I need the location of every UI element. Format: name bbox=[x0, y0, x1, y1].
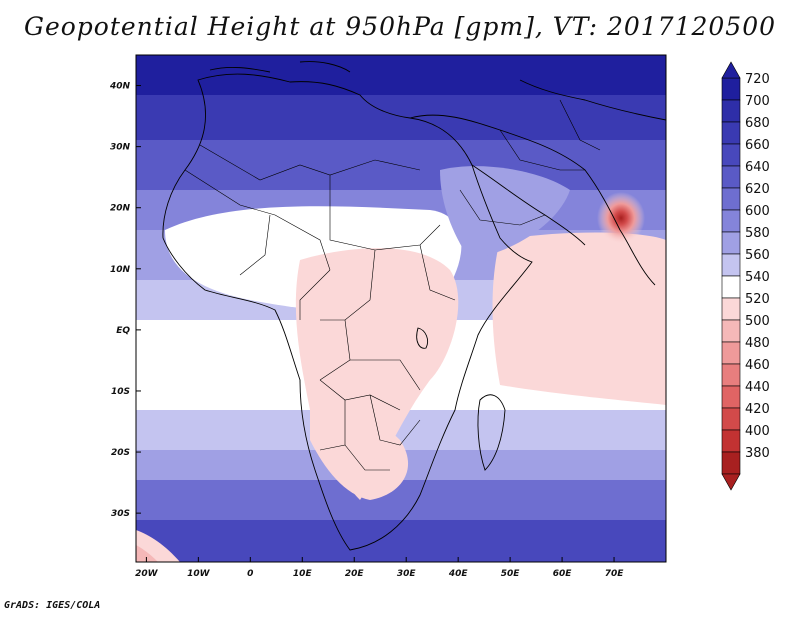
colorbar-label: 400 bbox=[745, 424, 770, 439]
colorbar-label: 520 bbox=[745, 292, 770, 307]
grads-credit: GrADS: IGES/COLA bbox=[4, 600, 101, 611]
colorbar-label: 680 bbox=[745, 116, 770, 131]
lat-label: 10N bbox=[110, 265, 131, 275]
colorbar-swatch bbox=[721, 385, 741, 409]
lon-label: 70E bbox=[605, 569, 625, 579]
lon-label: 30E bbox=[397, 569, 417, 579]
colorbar-swatch bbox=[721, 275, 741, 299]
chart-title: Geopotential Height at 950hPa [gpm], VT:… bbox=[23, 12, 777, 41]
colorbar-swatch bbox=[721, 209, 741, 233]
colorbar-swatch bbox=[721, 407, 741, 431]
colorbar-label: 660 bbox=[745, 138, 770, 153]
colorbar-label: 500 bbox=[745, 314, 770, 329]
lon-label: 20W bbox=[135, 569, 159, 579]
colorbar-label: 720 bbox=[745, 72, 770, 87]
colorbar-swatch bbox=[721, 165, 741, 189]
lon-label: 0 bbox=[247, 569, 253, 579]
colorbar-label: 580 bbox=[745, 226, 770, 241]
colorbar-swatch bbox=[721, 429, 741, 453]
colorbar-swatch bbox=[721, 231, 741, 255]
lon-label: 60E bbox=[553, 569, 573, 579]
colorbar-label: 380 bbox=[745, 446, 770, 461]
colorbar-max-arrow bbox=[721, 61, 741, 79]
colorbar-swatch bbox=[721, 187, 741, 211]
colorbar-label: 600 bbox=[745, 204, 770, 219]
lon-label: 10W bbox=[187, 569, 211, 579]
colorbar-label: 700 bbox=[745, 94, 770, 109]
colorbar-label: 560 bbox=[745, 248, 770, 263]
colorbar-swatch bbox=[721, 341, 741, 365]
colorbar-swatch bbox=[721, 451, 741, 475]
country-borders bbox=[184, 99, 601, 471]
colorbar-swatch bbox=[721, 143, 741, 167]
plot-frame bbox=[135, 54, 667, 563]
lat-label: 20S bbox=[111, 448, 130, 458]
lat-label: 20N bbox=[110, 204, 131, 214]
lon-label: 50E bbox=[501, 569, 521, 579]
colorbar-label: 620 bbox=[745, 182, 770, 197]
latitude-axis: 40N 30N 20N 10N EQ 10S 20S 30S bbox=[109, 82, 141, 519]
colorbar-swatch bbox=[721, 253, 741, 277]
colorbar: 720 700 680 660 640 620 600 580 560 540 520 500 480 4… bbox=[721, 61, 770, 491]
colorbar-label: 420 bbox=[745, 402, 770, 417]
lon-label: 40E bbox=[448, 569, 469, 579]
colorbar-label: 440 bbox=[745, 380, 770, 395]
colorbar-swatch bbox=[721, 121, 741, 145]
colorbar-label: 640 bbox=[745, 160, 770, 175]
colorbar-swatch bbox=[721, 77, 741, 101]
lon-label: 10E bbox=[293, 569, 313, 579]
lat-label: 10S bbox=[111, 387, 130, 397]
colorbar-label: 480 bbox=[745, 336, 770, 351]
lon-label: 20E bbox=[345, 569, 365, 579]
colorbar-label: 460 bbox=[745, 358, 770, 373]
lat-label: EQ bbox=[116, 326, 130, 336]
lat-label: 40N bbox=[109, 82, 131, 92]
geopotential-field bbox=[136, 55, 666, 562]
colorbar-swatch bbox=[721, 297, 741, 321]
colorbar-label: 540 bbox=[745, 270, 770, 285]
colorbar-min-arrow bbox=[721, 473, 741, 491]
colorbar-swatch bbox=[721, 319, 741, 343]
colorbar-swatch bbox=[721, 363, 741, 387]
lat-label: 30N bbox=[110, 143, 131, 153]
longitude-axis: 20W 10W 0 10E 20E 30E 40E 50E 60E 70E bbox=[135, 557, 624, 579]
colorbar-swatch bbox=[721, 99, 741, 123]
lat-label: 30S bbox=[111, 509, 130, 519]
